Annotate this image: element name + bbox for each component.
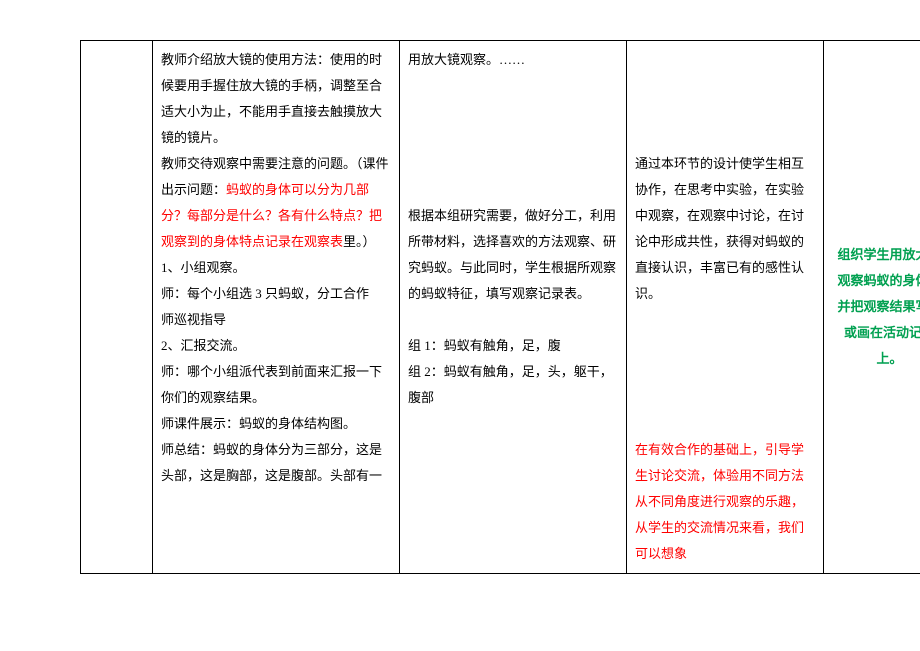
paragraph: 根据本组研究需要，做好分工，利用所带材料，选择喜欢的方法观察、研究蚂蚁。与此同时… — [408, 203, 618, 307]
table-row: 教师介绍放大镜的使用方法：使用的时候要用手握住放大镜的手柄，调整至合适大小为止，… — [81, 41, 920, 574]
highlighted-paragraph: 在有效合作的基础上，引导学生讨论交流，体验用不同方法从不同角度进行观察的乐趣，从… — [635, 437, 815, 567]
paragraph: 1、小组观察。 — [161, 255, 391, 281]
paragraph: 教师介绍放大镜的使用方法：使用的时候要用手握住放大镜的手柄，调整至合适大小为止，… — [161, 47, 391, 151]
paragraph: 师：每个小组选 3 只蚂蚁，分工合作 — [161, 281, 391, 307]
lesson-plan-table: 教师介绍放大镜的使用方法：使用的时候要用手握住放大镜的手柄，调整至合适大小为止，… — [80, 40, 920, 574]
paragraph: 通过本环节的设计使学生相互协作，在思考中实验，在实验中观察，在观察中讨论，在讨论… — [635, 151, 815, 307]
paragraph: 师课件展示：蚂蚁的身体结构图。 — [161, 411, 391, 437]
paragraph: 师巡视指导 — [161, 307, 391, 333]
student-activity-cell: 用放大镜观察。…… 根据本组研究需要，做好分工，利用所带材料，选择喜欢的方法观察… — [400, 41, 627, 574]
paragraph: 用放大镜观察。…… — [408, 47, 618, 73]
note-text: 组织学生用放大镜观察蚂蚁的身体，并把观察结果写在或画在活动记录上。 — [832, 242, 920, 372]
paragraph: 组 2：蚂蚁有触角，足，头，躯干，腹部 — [408, 359, 618, 411]
paragraph: 师：哪个小组派代表到前面来汇报一下你们的观察结果。 — [161, 359, 391, 411]
cell-empty — [81, 41, 153, 574]
document-page: 教师介绍放大镜的使用方法：使用的时候要用手握住放大镜的手柄，调整至合适大小为止，… — [0, 0, 920, 574]
paragraph: 2、汇报交流。 — [161, 333, 391, 359]
paragraph: 组 1：蚂蚁有触角，足，腹 — [408, 333, 618, 359]
design-intent-cell: 通过本环节的设计使学生相互协作，在思考中实验，在实验中观察，在观察中讨论，在讨论… — [627, 41, 824, 574]
paragraph: 教师交待观察中需要注意的问题。（课件出示问题：蚂蚁的身体可以分为几部分？每部分是… — [161, 151, 391, 255]
paragraph: 师总结：蚂蚁的身体分为三部分，这是头部，这是胸部，这是腹部。头部有一 — [161, 437, 391, 489]
teacher-activity-cell: 教师介绍放大镜的使用方法：使用的时候要用手握住放大镜的手柄，调整至合适大小为止，… — [153, 41, 400, 574]
notes-cell: 组织学生用放大镜观察蚂蚁的身体，并把观察结果写在或画在活动记录上。 — [824, 41, 920, 574]
